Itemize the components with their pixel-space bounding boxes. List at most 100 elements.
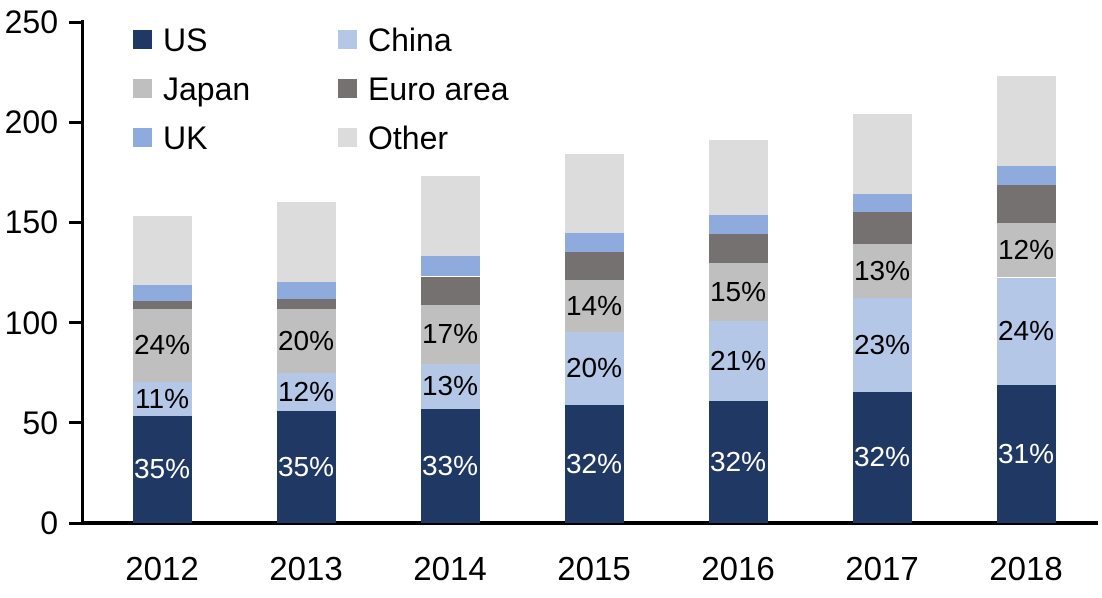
legend-item-us: US	[133, 23, 207, 57]
segment-label: 23%	[853, 328, 911, 360]
legend-label: US	[163, 21, 208, 58]
bar-segment-uk	[420, 256, 480, 277]
legend-label: Other	[368, 119, 449, 156]
bar-segment-uk	[852, 194, 912, 213]
bar-segment-us	[708, 400, 768, 523]
bar-segment-euro-area	[708, 234, 768, 264]
y-tick-label: 50	[22, 404, 58, 441]
legend-swatch	[338, 30, 357, 49]
bar-segment-japan	[276, 308, 336, 373]
bar-segment-japan	[132, 308, 192, 382]
segment-label: 13%	[421, 370, 479, 402]
segment-label: 32%	[853, 441, 911, 473]
x-tick-label: 2013	[269, 550, 343, 587]
bar-segment-us	[276, 410, 336, 523]
y-tick-mark	[69, 321, 83, 325]
segment-label: 12%	[997, 234, 1055, 266]
legend-swatch	[133, 79, 152, 98]
bar-segment-euro-area	[996, 185, 1056, 224]
legend-item-china: China	[338, 23, 452, 57]
bar-segment-china	[420, 363, 480, 409]
segment-label: 31%	[997, 437, 1055, 469]
bar-segment-us	[564, 404, 624, 523]
bar-segment-china	[564, 331, 624, 405]
bar-segment-japan	[996, 223, 1056, 278]
bar-segment-other	[852, 114, 912, 195]
bar-segment-japan	[420, 304, 480, 364]
segment-label: 11%	[135, 382, 189, 414]
bar-segment-euro-area	[564, 252, 624, 280]
bar-segment-uk	[564, 233, 624, 253]
segment-label: 15%	[709, 276, 767, 308]
y-tick-mark	[69, 20, 83, 24]
legend-swatch	[338, 128, 357, 147]
y-tick-label: 200	[4, 104, 58, 141]
y-tick-mark	[69, 421, 83, 425]
y-tick-label: 100	[4, 304, 58, 341]
legend-swatch	[133, 128, 152, 147]
legend-swatch	[133, 30, 152, 49]
segment-label: 13%	[853, 254, 911, 286]
segment-label: 20%	[277, 324, 335, 356]
bar-segment-uk	[132, 284, 192, 301]
legend-item-other: Other	[338, 121, 448, 155]
bar-segment-euro-area	[420, 276, 480, 305]
y-tick-label: 150	[4, 204, 58, 241]
x-tick-label: 2016	[701, 550, 775, 587]
segment-label: 20%	[565, 352, 623, 384]
segment-label: 33%	[421, 449, 479, 481]
legend-swatch	[338, 79, 357, 98]
segment-label: 24%	[133, 329, 191, 361]
bar-segment-other	[708, 140, 768, 216]
bar-segment-china	[708, 320, 768, 401]
bar-segment-china	[852, 297, 912, 392]
bar-segment-china	[276, 372, 336, 411]
segment-label: 35%	[277, 450, 335, 482]
legend-label: Euro area	[368, 70, 509, 107]
x-tick-label: 2017	[845, 550, 919, 587]
segment-label: 17%	[421, 318, 479, 350]
segment-label: 35%	[133, 453, 191, 485]
segment-label: 12%	[277, 375, 335, 407]
legend-label: Japan	[163, 70, 251, 107]
bar-segment-other	[132, 216, 192, 285]
legend-item-uk: UK	[133, 121, 207, 155]
x-tick-label: 2014	[413, 550, 487, 587]
bar-segment-other	[420, 176, 480, 257]
bar-segment-china	[996, 277, 1056, 385]
segment-label: 24%	[997, 315, 1055, 347]
y-tick-mark	[69, 220, 83, 224]
bar-segment-china	[132, 381, 192, 416]
y-tick-mark	[69, 521, 83, 525]
legend-item-euro-area: Euro area	[338, 72, 509, 106]
segment-label: 21%	[709, 344, 767, 376]
legend-label: UK	[163, 119, 208, 156]
x-axis-line	[81, 521, 1098, 525]
y-tick-mark	[69, 120, 83, 124]
bar-segment-uk	[276, 281, 336, 299]
segment-label: 32%	[565, 447, 623, 479]
bar-segment-japan	[852, 244, 912, 298]
bar-segment-euro-area	[276, 298, 336, 309]
y-tick-label: 250	[4, 4, 58, 40]
segment-label: 32%	[709, 445, 767, 477]
x-tick-label: 2012	[125, 550, 199, 587]
bar-segment-us	[420, 408, 480, 523]
x-tick-label: 2015	[557, 550, 631, 587]
bar-segment-euro-area	[132, 300, 192, 309]
segment-label: 14%	[565, 289, 623, 321]
legend-item-japan: Japan	[133, 72, 250, 106]
y-tick-label: 0	[40, 505, 58, 541]
legend-label: China	[368, 21, 452, 58]
bar-segment-euro-area	[852, 212, 912, 245]
bar-segment-japan	[708, 263, 768, 321]
bar-segment-us	[996, 384, 1056, 523]
bar-segment-other	[996, 76, 1056, 167]
bar-segment-japan	[564, 279, 624, 332]
bar-segment-uk	[996, 166, 1056, 186]
bar-segment-uk	[708, 215, 768, 235]
bar-segment-other	[276, 202, 336, 282]
y-axis-line	[81, 20, 84, 525]
x-tick-label: 2018	[989, 550, 1063, 587]
